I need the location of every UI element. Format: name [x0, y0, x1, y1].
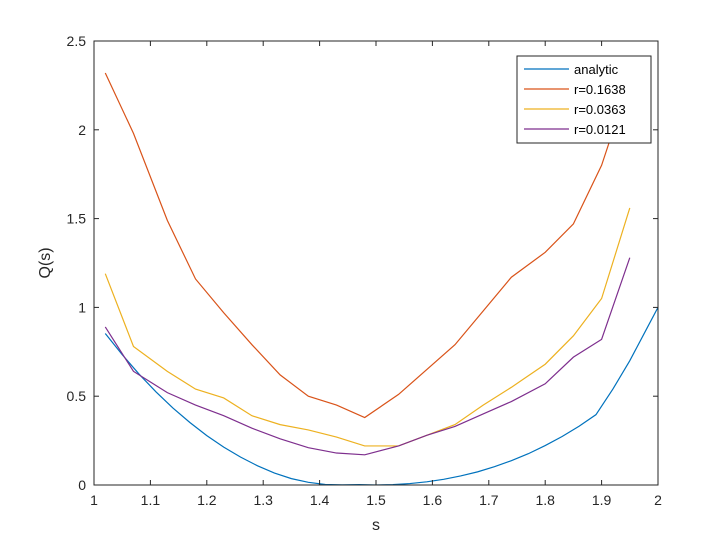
y-tick-label: 0: [78, 477, 86, 493]
y-axis-label: Q(s): [37, 247, 54, 278]
y-tick-label: 1: [78, 299, 86, 315]
series-line-3: [104, 207, 631, 447]
x-tick-label: 1.8: [535, 492, 555, 508]
legend-label: r=0.0121: [574, 122, 626, 137]
x-tick-label: 1.2: [197, 492, 217, 508]
x-tick-label: 1.7: [479, 492, 499, 508]
y-tick-label: 2.5: [67, 33, 87, 49]
legend-label: r=0.0363: [574, 102, 626, 117]
x-tick-label: 2: [654, 492, 662, 508]
x-tick-label: 1.3: [253, 492, 273, 508]
x-axis-label: s: [372, 517, 380, 534]
series-line-4: [104, 257, 631, 456]
x-tick-label: 1.9: [592, 492, 612, 508]
y-tick-label: 1.5: [67, 211, 87, 227]
x-tick-label: 1.1: [141, 492, 161, 508]
legend-label: analytic: [574, 62, 619, 77]
legend-label: r=0.1638: [574, 82, 626, 97]
x-tick-label: 1.4: [310, 492, 330, 508]
x-tick-label: 1: [90, 492, 98, 508]
y-tick-label: 2: [78, 122, 86, 138]
x-tick-label: 1.5: [366, 492, 386, 508]
y-tick-label: 0.5: [67, 388, 87, 404]
ticks: 1 1.1 1.2 1.3 1.4 1.5 1.6 1.7 1.8 1.9 2 0 0.5 1 1.5 2 2.…: [67, 33, 663, 508]
series-line-2: [104, 72, 631, 419]
legend: analytic r=0.1638 r=0.0363 r=0.0121: [516, 55, 652, 144]
x-tick-label: 1.6: [423, 492, 443, 508]
